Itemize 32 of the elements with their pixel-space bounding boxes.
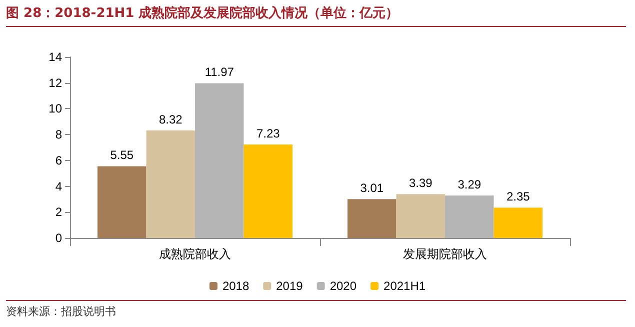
y-tick-label: 12 <box>48 76 62 90</box>
y-tick-label: 2 <box>55 205 62 220</box>
y-tick-label: 4 <box>55 179 62 194</box>
legend-label: 2018 <box>222 279 250 293</box>
y-tick-label: 10 <box>48 102 62 116</box>
data-label: 11.97 <box>204 65 234 80</box>
text: 资料来源：招股说明书 <box>6 300 626 319</box>
data-label: 7.23 <box>256 126 280 141</box>
chart-title: 图 28：2018-21H1 成熟院部及发展院部收入情况（单位：亿元） <box>6 4 626 27</box>
data-label: 5.55 <box>110 148 134 162</box>
bar <box>98 166 146 238</box>
data-label: 2.35 <box>506 190 530 204</box>
y-tick-label: 14 <box>48 50 62 64</box>
data-label: 3.01 <box>360 181 384 196</box>
bar <box>348 199 396 238</box>
bar <box>244 144 292 238</box>
bar <box>494 208 542 238</box>
y-tick-label: 0 <box>55 231 62 245</box>
y-tick-label: 8 <box>55 128 62 142</box>
bar <box>396 194 445 238</box>
bar <box>146 130 195 238</box>
x-tick-label: 发展期院部收入 <box>403 247 487 261</box>
data-label: 3.39 <box>408 176 433 190</box>
data-label: 3.29 <box>458 177 482 192</box>
bar <box>445 195 494 238</box>
x-tick-label: 成熟院部收入 <box>159 247 231 261</box>
bar <box>195 83 244 238</box>
legend-label: 2020 <box>330 279 357 293</box>
legend-label: 2021H1 <box>384 279 426 293</box>
y-tick-label: 6 <box>55 153 62 168</box>
legend-label: 2019 <box>276 279 304 293</box>
data-label: 8.32 <box>158 112 183 126</box>
